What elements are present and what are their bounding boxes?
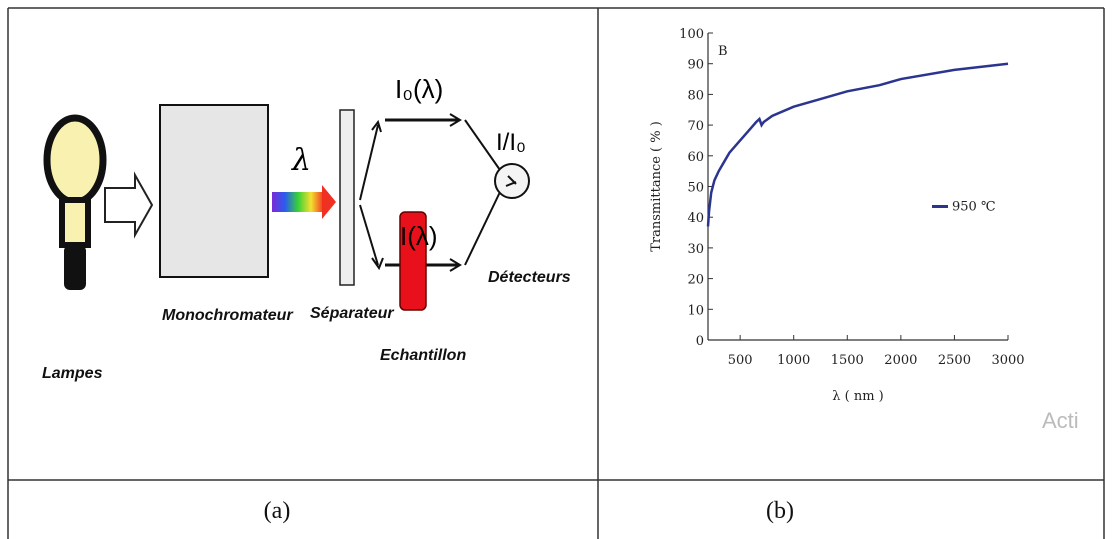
lamp-neck xyxy=(59,197,91,248)
y-tick-label: 50 xyxy=(687,181,704,196)
lamp-base xyxy=(64,245,86,290)
caption: (b) xyxy=(766,498,794,524)
x-tick-label: 3000 xyxy=(991,353,1024,368)
diagram-label: Lampes xyxy=(42,365,103,382)
beams xyxy=(359,113,530,272)
spectrum xyxy=(272,192,324,212)
x-tick-label: 2000 xyxy=(884,353,917,368)
x-axis-label: λ ( nm ) xyxy=(832,389,883,404)
diagram-label: Détecteurs xyxy=(488,269,571,286)
separator-plate xyxy=(339,109,355,286)
legend-label: 950 ℃ xyxy=(952,200,996,215)
y-tick-label: 60 xyxy=(687,150,704,165)
diagram-label: λ xyxy=(291,143,311,178)
y-tick-label: 40 xyxy=(687,211,704,226)
watermark: Acti xyxy=(1042,408,1079,433)
y-tick-label: 10 xyxy=(687,303,704,318)
x-tick-label: 1000 xyxy=(777,353,810,368)
arrow xyxy=(104,171,154,239)
diagram-label: I(λ) xyxy=(400,221,438,251)
y-tick-label: 80 xyxy=(687,88,704,103)
y-tick-label: 70 xyxy=(687,119,704,134)
diagram xyxy=(43,104,530,311)
y-tick-label: 90 xyxy=(687,58,704,73)
diagram-label: I₀(λ) xyxy=(395,74,443,104)
x-tick-label: 500 xyxy=(728,353,753,368)
x-tick-label: 1500 xyxy=(831,353,864,368)
diagram-label: Monochromateur xyxy=(162,307,293,324)
arrow-head xyxy=(322,185,336,219)
y-tick-label: 30 xyxy=(687,242,704,257)
panel-label: B xyxy=(718,44,728,59)
caption: (a) xyxy=(264,498,291,524)
table-frame xyxy=(7,7,1105,539)
y-tick-label: 20 xyxy=(687,273,704,288)
diagram-label: I/I₀ xyxy=(496,129,526,156)
diagram-label: Séparateur xyxy=(310,305,394,322)
chart: 0 10 20 30 40 50 60 70 80 90 100 500 1000 1500 2000 250… xyxy=(649,27,1025,404)
sample-cell xyxy=(399,211,427,311)
diagram-label: Echantillon xyxy=(380,347,466,364)
x-tick-label: 2500 xyxy=(938,353,971,368)
lamp-bulb xyxy=(43,114,107,206)
data-line xyxy=(706,62,1009,227)
monochromator-box xyxy=(159,104,269,278)
y-tick-label: 100 xyxy=(679,27,704,42)
y-axis-label: Transmittance ( % ) xyxy=(649,121,664,252)
y-tick-label: 0 xyxy=(696,334,704,349)
